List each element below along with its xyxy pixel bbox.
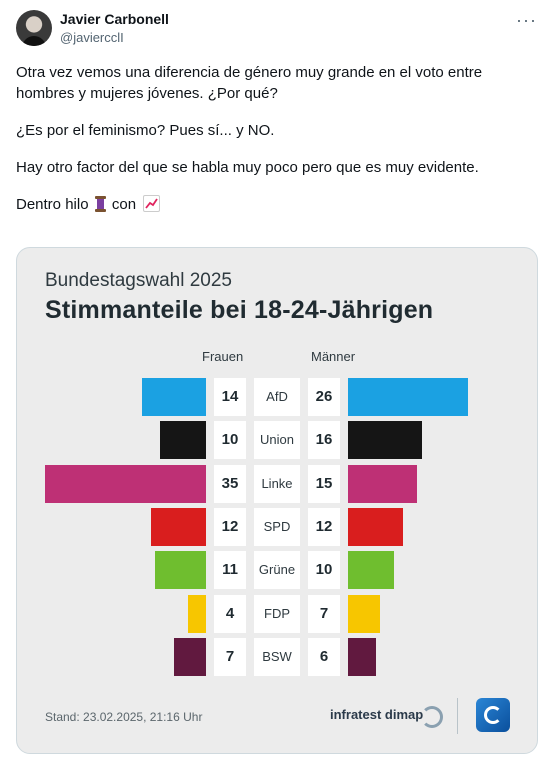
- value-frauen-afd: 14: [214, 378, 246, 416]
- infratest-logo-icon: [421, 706, 443, 728]
- bar-maenner-grüne: [348, 551, 394, 590]
- chart-row-bsw: 7 BSW 6: [17, 637, 537, 676]
- party-label-afd: AfD: [254, 378, 300, 416]
- avatar[interactable]: [16, 10, 52, 46]
- value-maenner-fdp: 7: [308, 594, 340, 633]
- ard-logo-icon: [476, 698, 510, 732]
- stand-timestamp: Stand: 23.02.2025, 21:16 Uhr: [45, 710, 203, 724]
- chart-image-card[interactable]: Bundestagswahl 2025 Stimmanteile bei 18-…: [16, 247, 538, 754]
- party-label-bsw: BSW: [254, 637, 300, 676]
- value-maenner-bsw: 6: [308, 637, 340, 676]
- value-frauen-grüne: 11: [214, 551, 246, 590]
- bar-frauen-fdp: [187, 594, 206, 633]
- value-maenner-union: 16: [308, 421, 340, 460]
- value-maenner-spd: 12: [308, 507, 340, 546]
- value-frauen-union: 10: [214, 421, 246, 460]
- value-frauen-linke: 35: [214, 464, 246, 503]
- tweet-paragraph: ¿Es por el feminismo? Pues sí... y NO.: [16, 122, 275, 139]
- value-maenner-grüne: 10: [308, 551, 340, 590]
- bar-maenner-afd: [348, 378, 468, 416]
- bar-maenner-bsw: [348, 637, 376, 676]
- more-options-icon[interactable]: ···: [516, 10, 537, 30]
- tweet-paragraph: Otra vez vemos una diferencia de género …: [16, 64, 483, 102]
- bar-maenner-fdp: [348, 594, 381, 633]
- infratest-dimap-logo-text: infratest dimap: [330, 707, 424, 722]
- chart-row-linke: 35 Linke 15: [17, 464, 537, 503]
- value-maenner-afd: 26: [308, 378, 340, 416]
- thread-spool-icon: [94, 196, 106, 212]
- tweet-paragraph: Hay otro factor del que se habla muy poc…: [16, 159, 479, 176]
- bar-frauen-bsw: [173, 637, 206, 676]
- chart-row-fdp: 4 FDP 7: [17, 594, 537, 633]
- bar-frauen-linke: [45, 464, 206, 503]
- chart: Bundestagswahl 2025 Stimmanteile bei 18-…: [17, 248, 537, 753]
- value-maenner-linke: 15: [308, 464, 340, 503]
- bar-maenner-spd: [348, 507, 404, 546]
- author-name[interactable]: Javier Carbonell: [60, 11, 169, 27]
- value-frauen-fdp: 4: [214, 594, 246, 633]
- bar-frauen-afd: [141, 378, 206, 416]
- chart-row-spd: 12 SPD 12: [17, 507, 537, 546]
- bar-frauen-spd: [150, 507, 206, 546]
- chart-row-grüne: 11 Grüne 10: [17, 551, 537, 590]
- chart-title: Stimmanteile bei 18-24-Jährigen: [45, 296, 434, 324]
- thread-text: Dentro hilo: [16, 196, 89, 213]
- party-label-grüne: Grüne: [254, 551, 300, 590]
- chart-kicker: Bundestagswahl 2025: [45, 270, 232, 291]
- tweet-text: Otra vez vemos una diferencia de género …: [16, 62, 536, 231]
- thread-text-con: con: [111, 196, 137, 213]
- party-label-union: Union: [254, 421, 300, 460]
- party-label-fdp: FDP: [254, 594, 300, 633]
- value-frauen-spd: 12: [214, 507, 246, 546]
- tweet-paragraph: Dentro hilo con: [16, 194, 536, 215]
- party-label-spd: SPD: [254, 507, 300, 546]
- chart-row-afd: 14 AfD 26: [17, 378, 537, 416]
- bar-maenner-union: [348, 421, 422, 460]
- author-handle[interactable]: @javiercclI: [60, 30, 124, 45]
- divider: [457, 698, 458, 734]
- chart-increasing-icon: [143, 195, 161, 212]
- party-label-linke: Linke: [254, 464, 300, 503]
- bar-maenner-linke: [348, 464, 417, 503]
- value-frauen-bsw: 7: [214, 637, 246, 676]
- bar-frauen-grüne: [155, 551, 206, 590]
- tweet-header: Javier Carbonell @javiercclI ···: [16, 10, 541, 50]
- column-header-maenner: Männer: [311, 349, 356, 364]
- bar-frauen-union: [160, 421, 206, 460]
- column-header-frauen: Frauen: [202, 349, 244, 364]
- chart-row-union: 10 Union 16: [17, 421, 537, 460]
